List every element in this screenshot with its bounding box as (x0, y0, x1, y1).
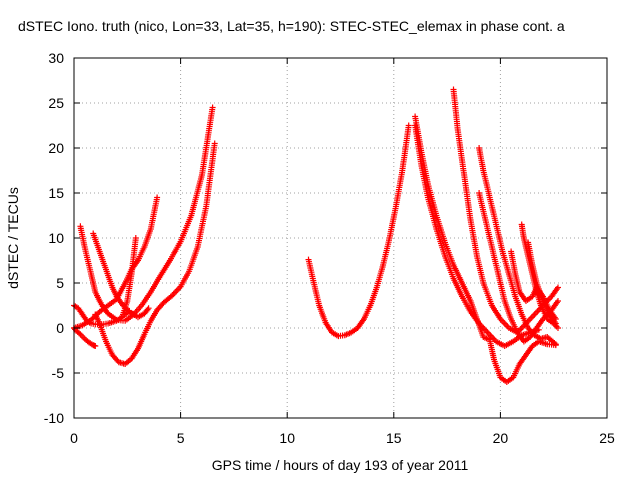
plus-markers-arc-9 (412, 113, 559, 385)
y-tick-label: 5 (56, 275, 64, 291)
data-series (71, 86, 561, 385)
plus-markers-arc-11 (450, 86, 561, 336)
series-arc-7 (120, 235, 139, 318)
plus-markers-arc-8 (305, 122, 412, 340)
plus-markers-arc-16 (525, 239, 559, 327)
plus-markers-arc-14 (518, 221, 561, 331)
y-tick-label: -10 (44, 410, 64, 426)
series-arc-4 (90, 230, 152, 321)
x-tick-label: 0 (70, 430, 78, 446)
y-tick-label: 20 (48, 140, 64, 156)
y-tick-label: 25 (48, 95, 64, 111)
axis-ticks: 0 5 10 15 20 25 -10 -5 0 5 10 15 20 25 30 (44, 50, 615, 446)
y-tick-label: -5 (52, 365, 65, 381)
y-axis-label: dSTEC / TECUs (5, 187, 21, 289)
series-arc-16 (525, 239, 559, 327)
x-axis-label: GPS time / hours of day 193 of year 2011 (212, 457, 469, 473)
series-arc-9 (412, 113, 559, 385)
chart-title: dSTEC Iono. truth (nico, Lon=33, Lat=35,… (18, 18, 565, 34)
x-tick-label: 25 (599, 430, 615, 446)
y-tick-label: 30 (48, 50, 64, 66)
y-tick-label: 10 (48, 230, 64, 246)
series-arc-8 (305, 122, 412, 340)
series-arc-12 (476, 145, 559, 348)
x-tick-label: 20 (493, 430, 509, 446)
series-arc-10 (412, 122, 542, 349)
plus-markers-arc-10 (412, 122, 542, 349)
series-arc-3 (77, 104, 216, 324)
x-tick-label: 5 (177, 430, 185, 446)
plus-markers-arc-7 (120, 235, 139, 318)
series-arc-14 (518, 221, 561, 331)
x-tick-label: 15 (386, 430, 402, 446)
x-tick-label: 10 (279, 430, 295, 446)
y-tick-label: 0 (56, 320, 64, 336)
series-arc-11 (450, 86, 561, 336)
plus-markers-arc-4 (90, 230, 152, 321)
plus-markers-arc-12 (476, 145, 559, 348)
y-tick-label: 15 (48, 185, 64, 201)
plus-markers-arc-3 (77, 104, 216, 324)
